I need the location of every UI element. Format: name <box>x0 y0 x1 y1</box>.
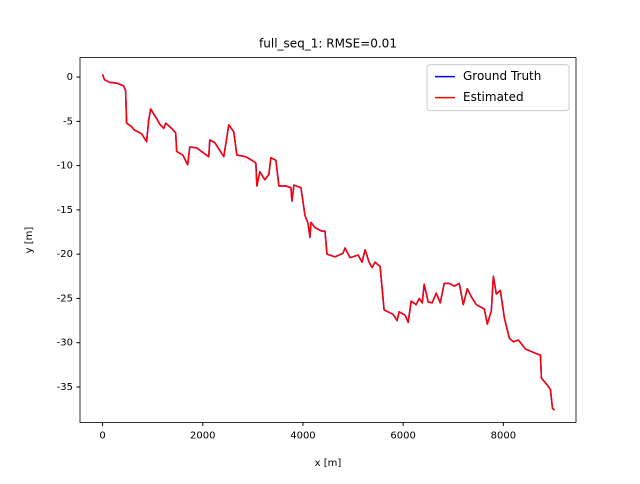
y-tick-label: -25 <box>57 293 73 304</box>
x-tick-label: 8000 <box>491 430 516 441</box>
y-tick-label: -10 <box>57 161 73 172</box>
x-tick-label: 6000 <box>390 430 415 441</box>
y-tick-label: -20 <box>57 249 73 260</box>
y-tick-label: -5 <box>63 116 73 127</box>
y-axis-label: y [m] <box>24 227 35 254</box>
legend-box <box>426 64 570 112</box>
x-tick-label: 4000 <box>290 430 315 441</box>
y-tick-label: -30 <box>57 338 73 349</box>
plot-frame <box>79 57 577 423</box>
y-tick-label: -35 <box>57 382 73 393</box>
chart-title: full_seq_1: RMSE=0.01 <box>259 37 397 51</box>
data-line <box>101 74 555 411</box>
x-tick-label: 0 <box>99 430 105 441</box>
y-tick-label: -15 <box>57 205 73 216</box>
y-tick-label: 0 <box>67 72 73 83</box>
legend-label: Estimated <box>463 90 524 104</box>
x-axis-label: x [m] <box>315 458 342 469</box>
legend-label: Ground Truth <box>463 69 541 83</box>
x-tick-label: 2000 <box>190 430 215 441</box>
